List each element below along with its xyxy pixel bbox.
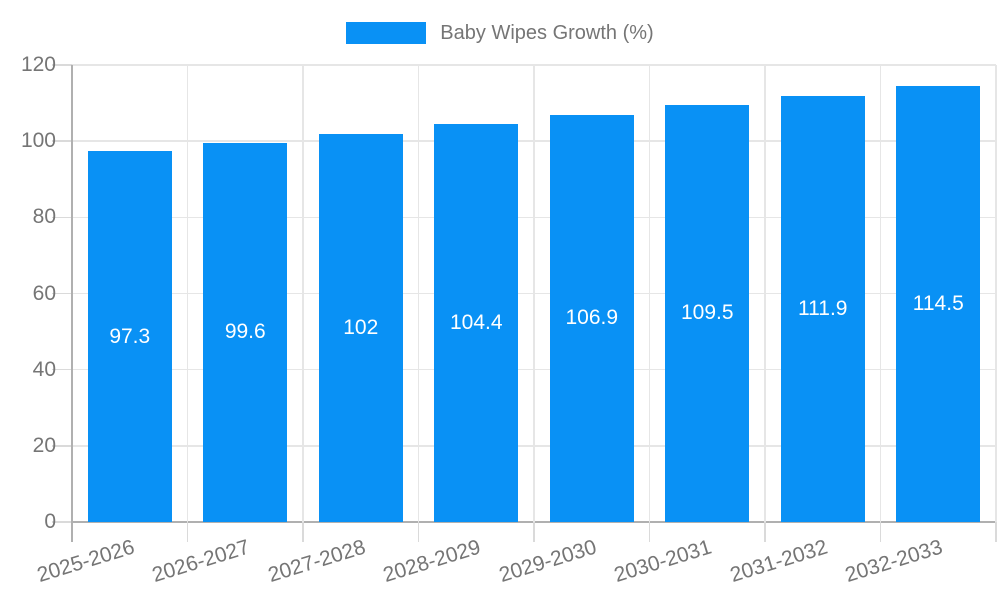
y-axis-tick: [52, 521, 72, 523]
x-axis-tick: [186, 522, 189, 542]
y-axis-tick-label: 80: [32, 205, 56, 229]
y-axis-line: [71, 65, 73, 542]
x-gridline: [995, 65, 997, 522]
bar-series-baby-wipes-growth[interactable]: [434, 124, 519, 522]
y-axis-tick-label: 40: [32, 357, 56, 381]
y-axis-tick-label: 60: [32, 281, 56, 305]
y-axis-tick: [52, 445, 72, 447]
y-axis-tick-label: 120: [20, 53, 56, 76]
y-axis-tick-label: 0: [44, 510, 56, 533]
legend-swatch: [346, 22, 427, 44]
bar-series-baby-wipes-growth[interactable]: [780, 95, 865, 522]
x-axis-tick: [995, 522, 997, 542]
y-axis-tick: [52, 140, 72, 142]
bar-value-label: 106.9: [565, 306, 619, 330]
x-axis-tick: [648, 522, 651, 542]
legend: Baby Wipes Growth (%): [0, 20, 1000, 46]
bar-value-label: 114.5: [912, 291, 964, 315]
bar-series-baby-wipes-growth[interactable]: [318, 133, 403, 522]
bar-value-label: 104.4: [449, 311, 503, 335]
x-axis-tick: [764, 522, 766, 542]
x-gridline: [764, 65, 766, 522]
bar-series-baby-wipes-growth[interactable]: [549, 114, 634, 522]
bar-series-baby-wipes-growth[interactable]: [87, 151, 172, 522]
legend-label: Baby Wipes Growth (%): [440, 21, 654, 44]
y-axis-tick: [52, 292, 72, 295]
bar-value-label: 109.5: [680, 301, 734, 325]
x-gridline: [879, 65, 882, 522]
bar-value-label: 102: [343, 315, 379, 339]
x-gridline: [648, 65, 651, 522]
bar-value-label: 97.3: [109, 324, 151, 348]
bar-series-baby-wipes-growth[interactable]: [896, 85, 981, 522]
y-axis-tick-label: 20: [32, 433, 56, 457]
x-gridline: [417, 65, 420, 522]
x-gridline: [302, 65, 304, 522]
x-gridline: [186, 65, 189, 522]
y-axis-tick: [52, 216, 72, 219]
bar-series-baby-wipes-growth[interactable]: [203, 142, 288, 522]
x-axis-tick: [302, 522, 304, 542]
x-axis-tick: [417, 522, 420, 542]
y-axis-tick: [52, 64, 72, 66]
bar-value-label: 111.9: [798, 296, 848, 320]
y-axis-tick: [52, 368, 72, 371]
x-axis-tick: [879, 522, 882, 542]
bar-series-baby-wipes-growth[interactable]: [665, 104, 750, 522]
bar-value-label: 99.6: [224, 320, 266, 344]
y-axis-tick-label: 100: [20, 129, 56, 153]
x-gridline: [533, 65, 535, 522]
x-axis-tick: [533, 522, 535, 542]
